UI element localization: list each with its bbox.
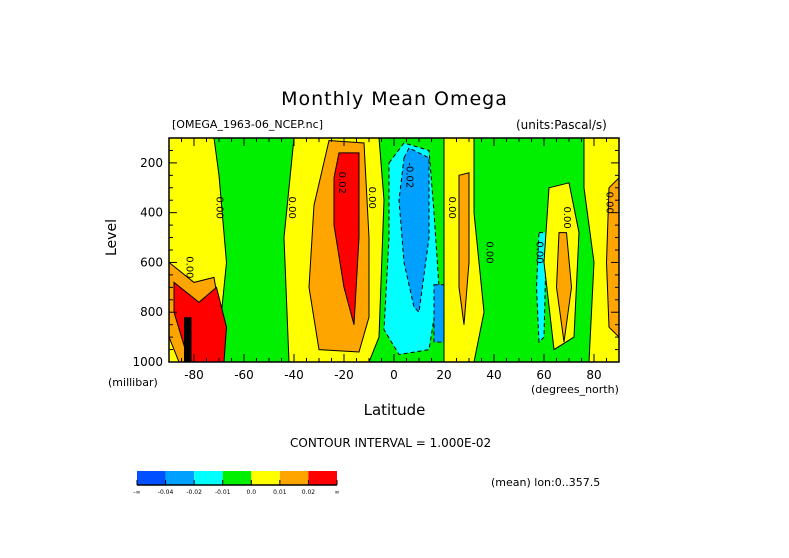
contour-region <box>169 138 619 362</box>
colorbar-label: -0.01 <box>215 489 231 496</box>
contour-region <box>433 284 445 343</box>
colorbar-swatch <box>251 471 280 485</box>
colorbar-label: -0.04 <box>158 489 174 496</box>
colorbar-label: ∞ <box>335 489 340 496</box>
file-label: [OMEGA_1963-06_NCEP.nc] <box>172 118 323 131</box>
x-axis-unit: (degrees_north) <box>531 383 619 396</box>
contour-label: 0.00 <box>604 192 615 214</box>
contour-region <box>458 172 470 325</box>
contour-label: 0.00 <box>534 241 545 263</box>
colorbar-swatch <box>222 471 252 485</box>
x-axis-label: Latitude <box>363 401 426 419</box>
colorbar-label: -0.02 <box>186 489 202 496</box>
contour-region <box>555 232 573 343</box>
dense-contour-region <box>184 317 192 362</box>
y-tick-label: 600 <box>140 255 163 269</box>
y-axis-label: Level <box>104 219 120 256</box>
colorbar-swatch <box>165 471 195 485</box>
contour-region <box>443 137 485 363</box>
contour-label: 0.00 <box>366 187 377 209</box>
y-axis-unit: (millibar) <box>108 376 158 389</box>
contour-region <box>535 232 548 344</box>
x-tick-label: 20 <box>436 368 451 382</box>
colorbar-swatch <box>308 471 337 485</box>
x-tick-label: -40 <box>284 368 304 382</box>
colorbar-label: 0.0 <box>247 489 257 496</box>
contour-label: 0.00 <box>286 197 297 219</box>
contour-region <box>308 139 370 353</box>
x-tick-label: -60 <box>234 368 254 382</box>
contour-region <box>583 137 620 363</box>
contour-region <box>168 261 225 363</box>
plot-frame <box>168 137 620 363</box>
contour-label: 0.02 <box>336 172 347 194</box>
y-tick-label: 200 <box>140 156 163 170</box>
contour-region <box>168 137 228 363</box>
x-tick-label: 80 <box>586 368 601 382</box>
y-axis: 200 400 600 800 1000 <box>132 137 619 369</box>
contour-region <box>398 147 430 314</box>
colorbar-label: -∞ <box>133 489 140 496</box>
contour-region <box>543 182 580 351</box>
x-axis: -80 -60 -40 -20 0 20 40 60 80 <box>168 138 620 382</box>
contour-label: 0.00 <box>561 207 572 229</box>
contour-label: 0.00 <box>484 241 495 263</box>
colorbar-label: 0.01 <box>273 489 287 496</box>
colorbar-label: 0.02 <box>302 489 316 496</box>
contour-region <box>333 152 360 325</box>
y-tick-label: 800 <box>140 305 163 319</box>
contour-label: 0.00 <box>214 197 225 219</box>
x-tick-label: 0 <box>390 368 398 382</box>
averaging-label: (mean) lon:0..357.5 <box>491 476 601 489</box>
contour-region <box>383 142 440 356</box>
units-label: (units:Pascal/s) <box>516 118 607 132</box>
x-tick-label: 40 <box>486 368 501 382</box>
x-tick-label: -80 <box>184 368 204 382</box>
contour-label: 0.00 <box>184 256 195 278</box>
y-tick-label: 400 <box>140 206 163 220</box>
contour-region <box>605 176 620 339</box>
x-tick-label: 60 <box>536 368 551 382</box>
colorbar-swatch <box>194 471 223 485</box>
contour-fills <box>168 137 620 363</box>
y-tick-label: 1000 <box>132 355 163 369</box>
contour-region <box>283 137 385 363</box>
colorbar-swatch <box>279 471 309 485</box>
contour-label: -0.02 <box>404 162 415 188</box>
chart-title: Monthly Mean Omega <box>281 88 508 110</box>
x-tick-label: -20 <box>334 368 354 382</box>
contour-label: 0.00 <box>446 197 457 219</box>
missing-data-region <box>169 267 182 362</box>
colorbar: -∞ -0.04 -0.02 -0.01 0.0 0.01 0.02 ∞ <box>133 471 340 496</box>
contour-labels: 0.00 0.00 0.00 0.02 0.00 -0.02 0.00 0.00 0.00 0.0… <box>184 162 615 278</box>
contour-interval-label: CONTOUR INTERVAL = 1.000E-02 <box>290 436 492 450</box>
contour-region <box>173 281 228 363</box>
colorbar-swatch <box>137 471 166 485</box>
